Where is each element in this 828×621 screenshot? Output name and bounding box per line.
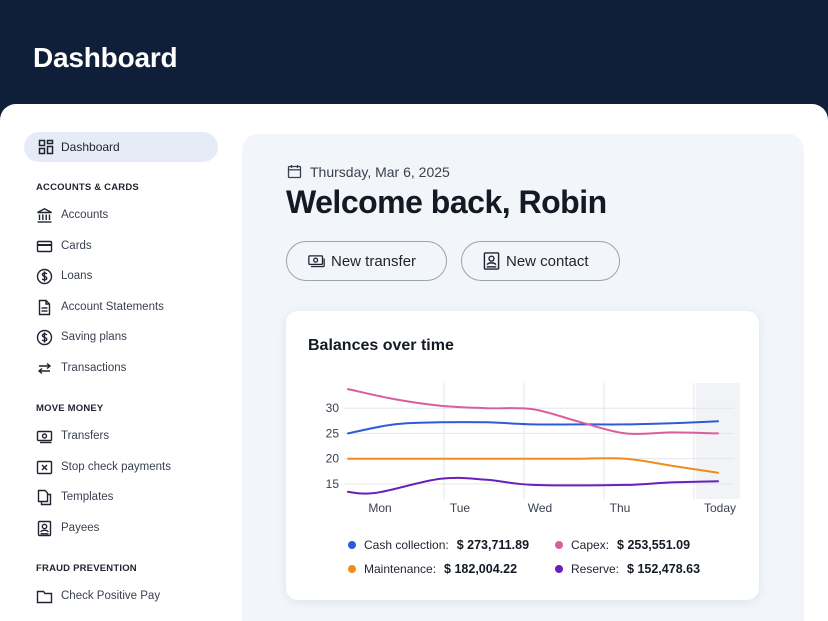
new-contact-label: New contact: [506, 252, 589, 270]
sidebar-item-templates[interactable]: Templates: [36, 488, 113, 506]
contact-icon: [36, 520, 53, 537]
y-tick-label: 20: [326, 452, 340, 466]
cash-icon: [308, 253, 325, 270]
legend-item-maintenance: Maintenance: $ 182,004.22: [348, 562, 517, 576]
series-line-capex: [347, 388, 719, 436]
legend-dot: [555, 541, 563, 549]
sidebar-item-check-positive-pay[interactable]: Check Positive Pay: [36, 587, 160, 605]
document-icon: [36, 299, 53, 316]
sidebar-item-label: Accounts: [61, 209, 109, 221]
sidebar-item-label: Loans: [61, 270, 93, 282]
legend-value: $ 182,004.22: [444, 562, 518, 576]
today-highlight-band: [696, 383, 740, 499]
sidebar-item-dashboard[interactable]: Dashboard: [24, 132, 218, 162]
content-area: Dashboard ACCOUNTS & CARDS Accounts Card…: [0, 104, 828, 621]
copy-icon: [36, 489, 53, 506]
legend-item-reserve: Reserve: $ 152,478.63: [555, 562, 700, 576]
legend-dot: [555, 565, 563, 573]
sidebar: Dashboard ACCOUNTS & CARDS Accounts Card…: [0, 104, 230, 621]
sidebar-item-label: Dashboard: [61, 140, 120, 154]
y-tick-label: 30: [326, 401, 340, 415]
legend-value: $ 273,711.89: [456, 538, 530, 552]
folder-icon: [36, 588, 53, 605]
legend-name: Reserve:: [571, 562, 620, 576]
sidebar-item-label: Transactions: [61, 362, 127, 374]
sidebar-item-label: Payees: [61, 522, 100, 534]
chart-title: Balances over time: [308, 337, 454, 354]
new-transfer-button[interactable]: New transfer: [286, 241, 447, 281]
sidebar-item-label: Account Statements: [61, 301, 164, 313]
x-tick-label-today: Today: [704, 501, 736, 515]
sidebar-item-cards[interactable]: Cards: [36, 237, 92, 255]
y-tick-label: 15: [326, 477, 340, 491]
series-line-maintenance: [347, 457, 719, 474]
bank-icon: [36, 207, 53, 224]
x-tick-label-mon: Mon: [368, 501, 391, 515]
series-line-reserve: [347, 476, 719, 495]
section-heading-fraud-prevention: FRAUD PREVENTION: [36, 563, 137, 574]
legend-name: Maintenance:: [364, 562, 437, 576]
sidebar-item-label: Saving plans: [61, 331, 127, 343]
sidebar-item-saving-plans[interactable]: Saving plans: [36, 328, 127, 346]
top-header: Dashboard: [0, 0, 828, 110]
legend-item-capex: Capex: $ 253,551.09: [555, 538, 690, 552]
page-title: Dashboard: [33, 42, 178, 73]
section-heading-move-money: MOVE MONEY: [36, 403, 104, 414]
dollar-circle-icon: [36, 329, 53, 346]
sidebar-item-transactions[interactable]: Transactions: [36, 359, 126, 377]
sidebar-item-stop-check-payments[interactable]: Stop check payments: [36, 458, 171, 476]
sidebar-item-accounts[interactable]: Accounts: [36, 206, 108, 224]
date-text: Thursday, Mar 6, 2025: [310, 163, 450, 180]
sidebar-item-label: Transfers: [61, 430, 110, 442]
sidebar-item-label: Templates: [61, 491, 114, 503]
sidebar-item-label: Check Positive Pay: [61, 590, 161, 602]
sidebar-item-label: Stop check payments: [61, 461, 171, 473]
sidebar-item-payees[interactable]: Payees: [36, 519, 99, 537]
sidebar-item-label: Cards: [61, 240, 92, 252]
cash-icon: [36, 428, 53, 445]
grid-icon: [37, 139, 54, 156]
date-display: Thursday, Mar 6, 2025: [286, 163, 450, 180]
new-contact-button[interactable]: New contact: [461, 241, 620, 281]
x-tick-label-thu: Thu: [610, 501, 631, 515]
legend-name: Capex:: [571, 538, 610, 552]
new-transfer-label: New transfer: [331, 252, 417, 270]
legend-dot: [348, 541, 356, 549]
dollar-circle-icon: [36, 268, 53, 285]
x-tick-label-tue: Tue: [450, 501, 471, 515]
sidebar-item-transfers[interactable]: Transfers: [36, 427, 109, 445]
y-tick-label: 25: [326, 426, 340, 440]
legend-dot: [348, 565, 356, 573]
balances-chart-card: Balances over time 15 20 25 30 Mon Tue Wed Thu T…: [286, 311, 759, 600]
series-line-cash-collection: [347, 420, 719, 435]
arrows-icon: [36, 360, 53, 377]
legend-value: $ 253,551.09: [617, 538, 691, 552]
x-box-icon: [36, 459, 53, 476]
contact-icon: [483, 252, 500, 270]
legend-item-cash-collection: Cash collection: $ 273,711.89: [348, 538, 529, 552]
section-heading-accounts-cards: ACCOUNTS & CARDS: [36, 182, 139, 193]
balances-line-chart: 15 20 25 30 Mon Tue Wed Thu Today: [326, 383, 740, 515]
calendar-icon: [286, 163, 303, 180]
card-icon: [36, 238, 53, 255]
sidebar-item-account-statements[interactable]: Account Statements: [36, 298, 164, 316]
main-panel: Thursday, Mar 6, 2025 Welcome back, Robi…: [242, 134, 804, 621]
welcome-heading: Welcome back, Robin: [286, 184, 607, 220]
legend-value: $ 152,478.63: [627, 562, 701, 576]
x-tick-label-wed: Wed: [528, 501, 552, 515]
sidebar-item-loans[interactable]: Loans: [36, 267, 92, 285]
legend-name: Cash collection:: [364, 538, 449, 552]
